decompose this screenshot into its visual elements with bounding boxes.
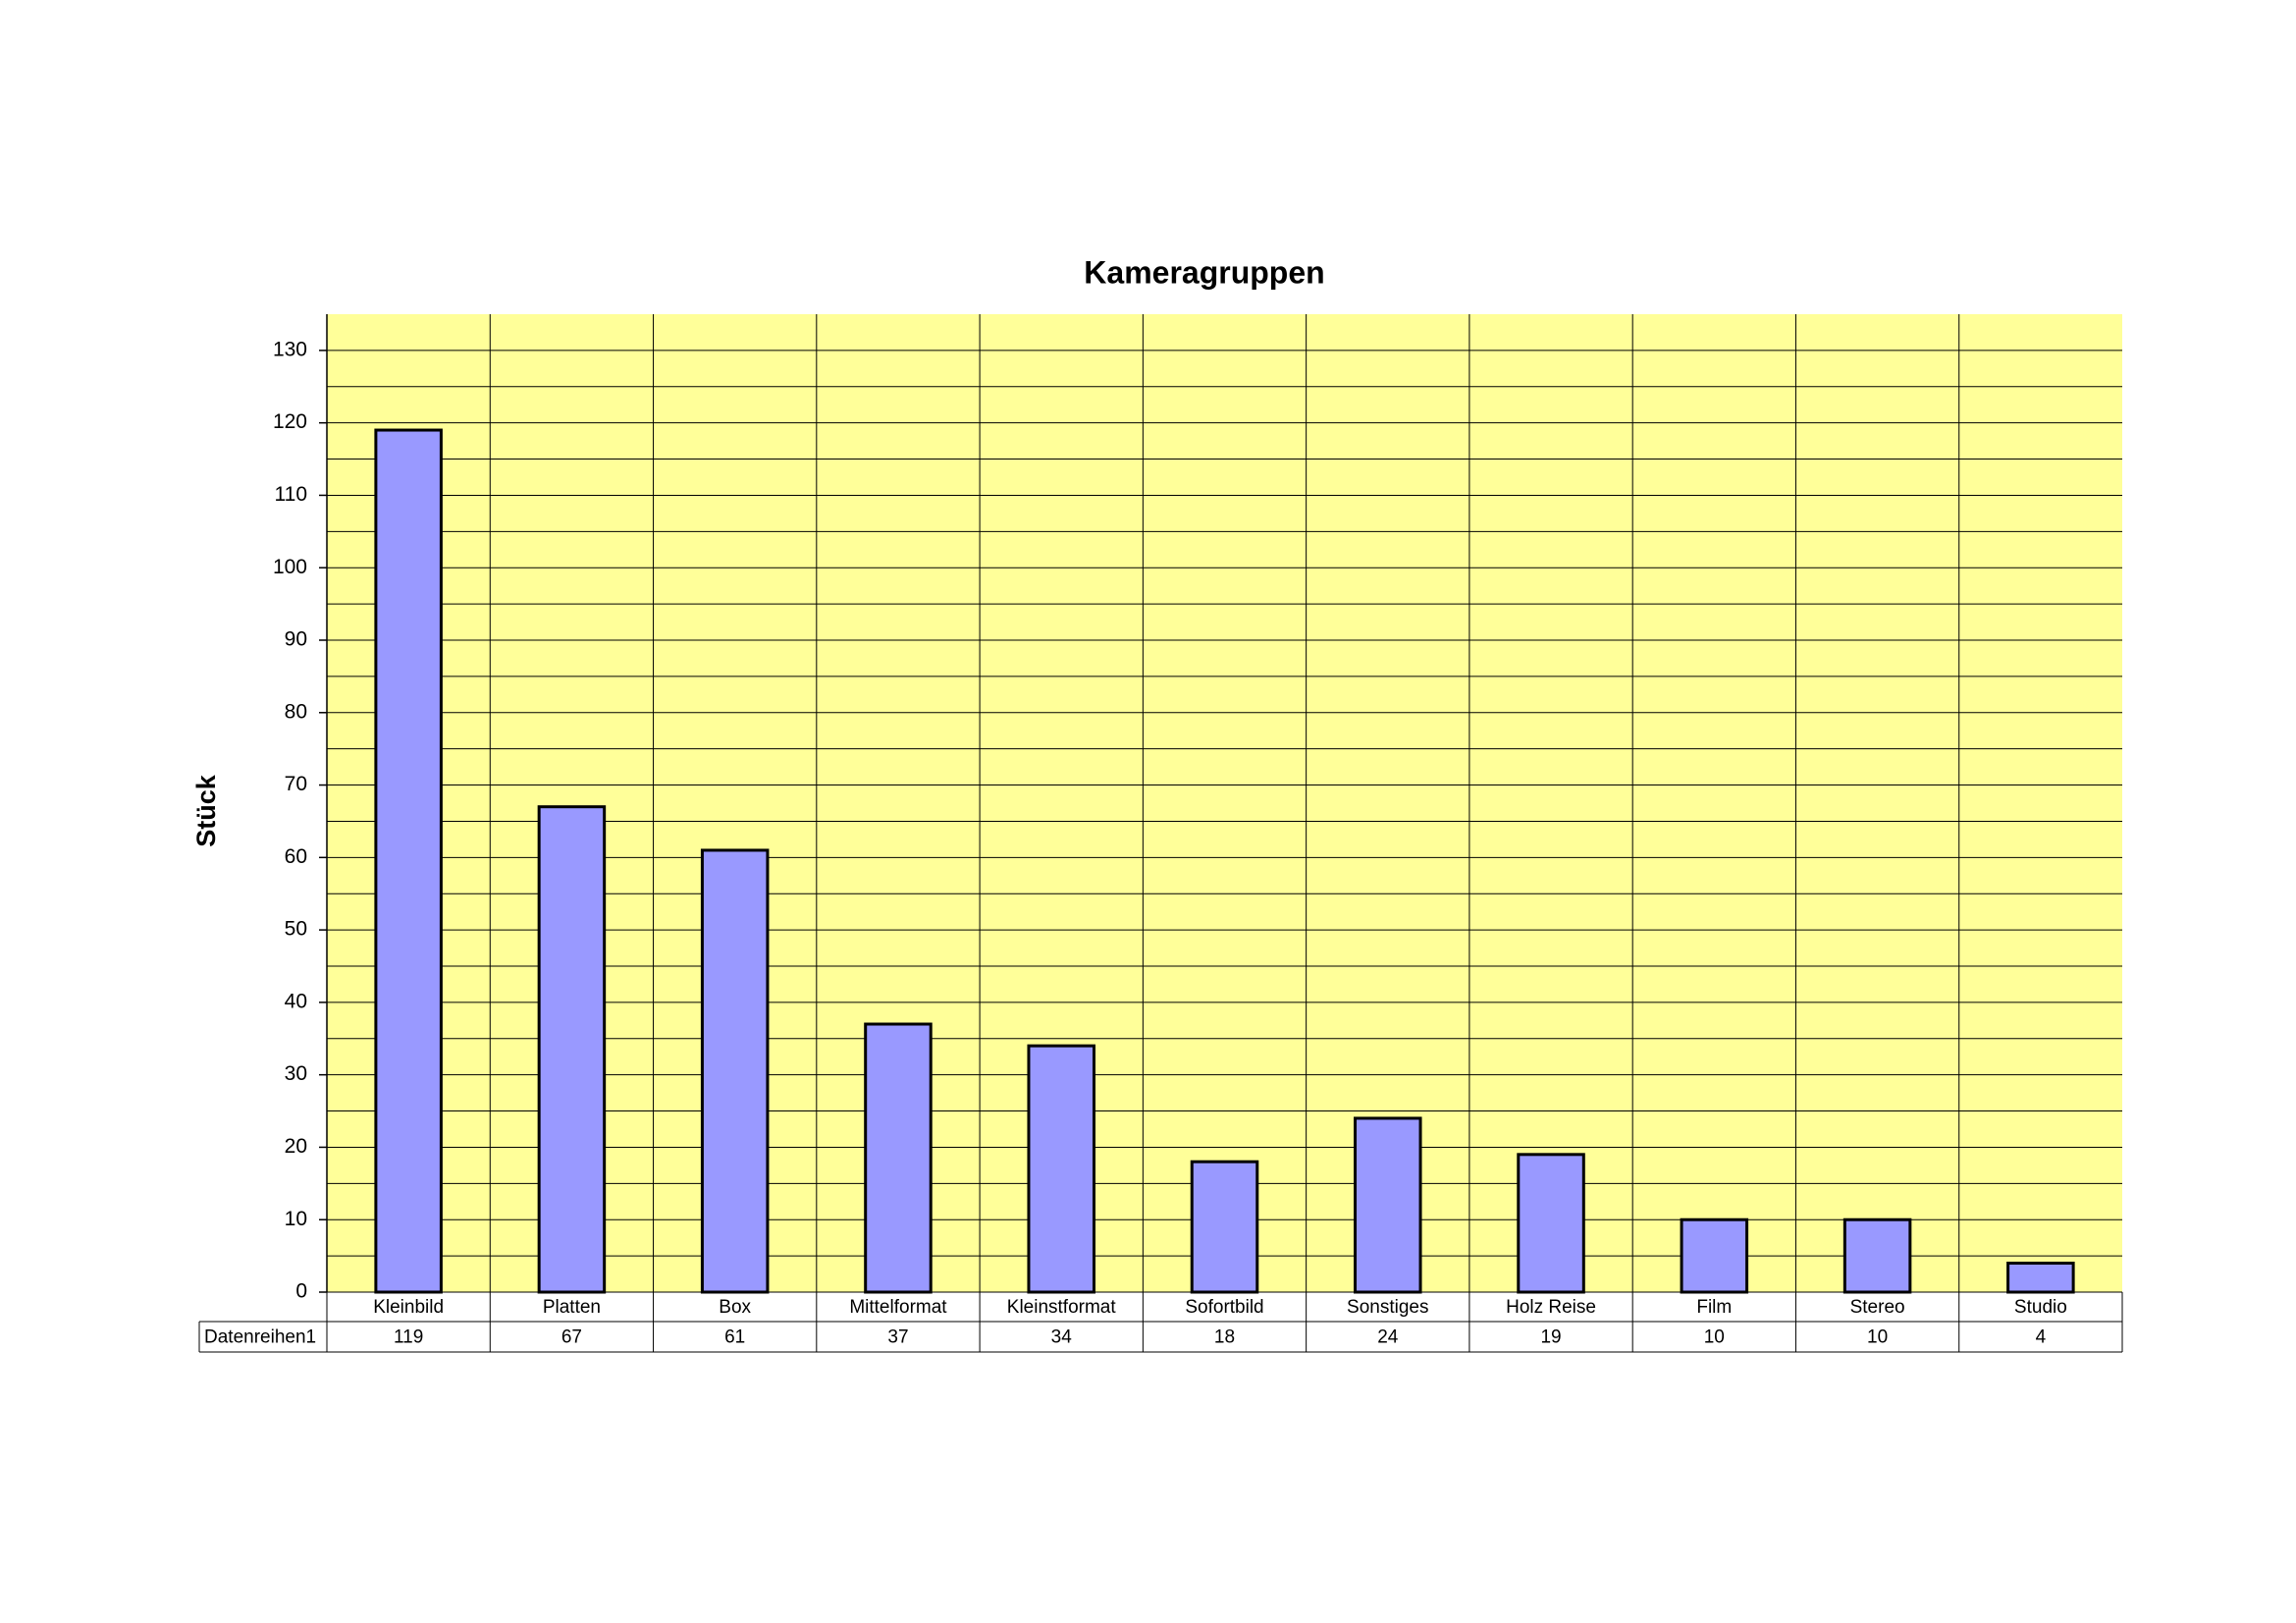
y-tick-label: 130 bbox=[273, 338, 307, 360]
data-table-value: 67 bbox=[561, 1327, 582, 1348]
x-tick-label: Sofortbild bbox=[1185, 1297, 1263, 1318]
legend-label: Datenreihen1 bbox=[204, 1327, 316, 1348]
bar bbox=[1842, 1217, 1912, 1294]
y-tick-label: 40 bbox=[285, 990, 307, 1012]
bar bbox=[700, 848, 770, 1294]
y-tick-label: 90 bbox=[285, 628, 307, 651]
x-tick-label: Sonstiges bbox=[1347, 1297, 1428, 1318]
data-table-value: 119 bbox=[394, 1327, 423, 1348]
x-tick-label: Stereo bbox=[1850, 1297, 1905, 1318]
x-tick-label: Studio bbox=[2014, 1297, 2067, 1318]
bar bbox=[1190, 1160, 1259, 1294]
data-table-value: 18 bbox=[1214, 1327, 1235, 1348]
y-tick-label: 100 bbox=[273, 556, 307, 578]
bar bbox=[537, 805, 607, 1294]
x-tick-label: Mittelformat bbox=[849, 1297, 947, 1318]
x-tick-label: Film bbox=[1696, 1297, 1732, 1318]
y-tick-label: 120 bbox=[273, 410, 307, 433]
x-tick-label: Kleinstformat bbox=[1007, 1297, 1117, 1318]
data-table-value: 24 bbox=[1377, 1327, 1399, 1348]
bar bbox=[374, 428, 443, 1294]
plot-area bbox=[327, 314, 2122, 1292]
data-table-value: 34 bbox=[1051, 1327, 1073, 1348]
bar bbox=[1680, 1217, 1749, 1294]
x-tick-label: Box bbox=[719, 1297, 751, 1318]
x-tick-label: Platten bbox=[543, 1297, 601, 1318]
data-table-value: 37 bbox=[887, 1327, 908, 1348]
data-table-value: 19 bbox=[1540, 1327, 1561, 1348]
data-table-value: 61 bbox=[724, 1327, 745, 1348]
y-axis-label: Stück bbox=[191, 774, 221, 847]
y-tick-label: 60 bbox=[285, 845, 307, 868]
chart-title: Kameragruppen bbox=[1084, 254, 1324, 290]
y-tick-label: 50 bbox=[285, 918, 307, 941]
x-tick-label: Holz Reise bbox=[1506, 1297, 1596, 1318]
bar bbox=[1354, 1116, 1422, 1294]
data-table-value: 10 bbox=[1704, 1327, 1725, 1348]
y-tick-label: 70 bbox=[285, 773, 307, 795]
data-table-value: 10 bbox=[1867, 1327, 1888, 1348]
y-tick-label: 80 bbox=[285, 700, 307, 723]
bar bbox=[1517, 1153, 1585, 1294]
data-table-value: 4 bbox=[2036, 1327, 2047, 1348]
bar bbox=[864, 1022, 933, 1294]
y-tick-label: 20 bbox=[285, 1135, 307, 1158]
bar bbox=[2006, 1261, 2075, 1294]
y-tick-label: 0 bbox=[295, 1280, 307, 1303]
x-tick-label: Kleinbild bbox=[373, 1297, 444, 1318]
y-tick-label: 10 bbox=[285, 1208, 307, 1230]
y-tick-label: 30 bbox=[285, 1062, 307, 1085]
bar bbox=[1027, 1044, 1095, 1294]
y-tick-label: 110 bbox=[275, 483, 307, 506]
